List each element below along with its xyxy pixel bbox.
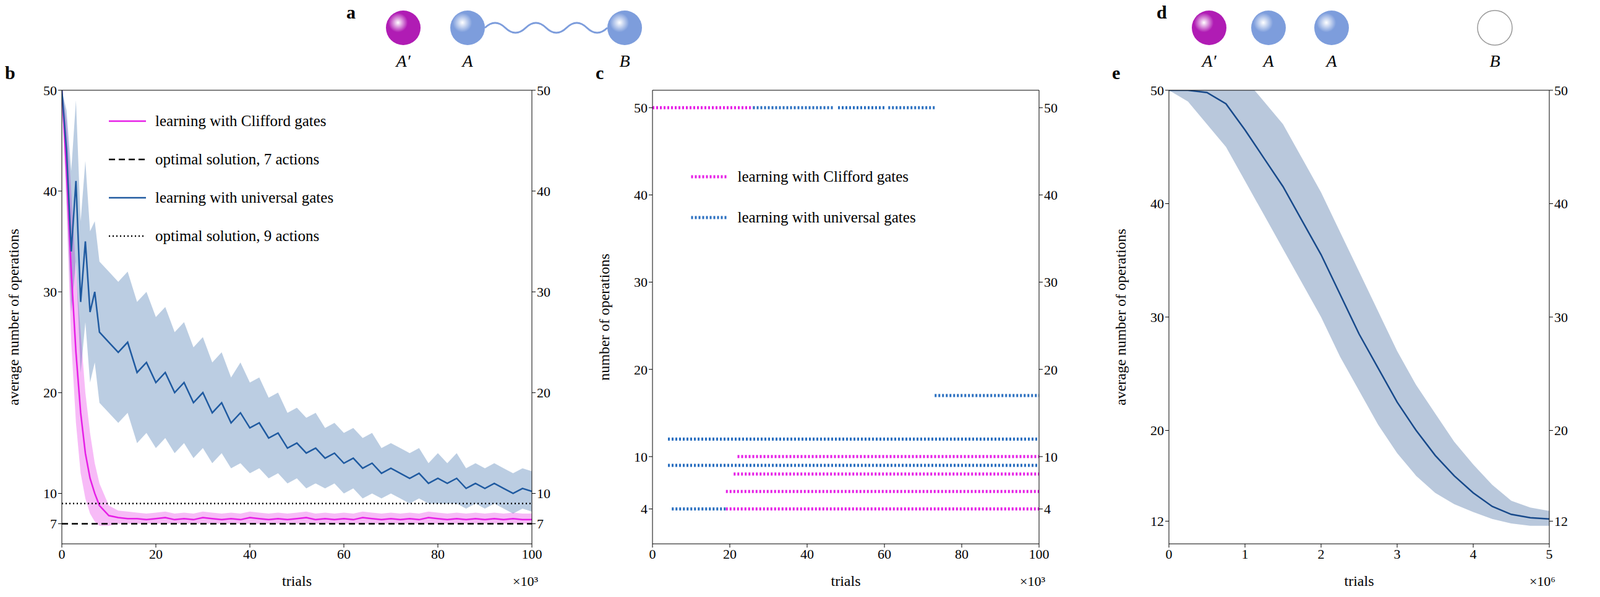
svg-text:learning with Clifford gates: learning with Clifford gates <box>737 168 910 185</box>
svg-text:×10⁶: ×10⁶ <box>1529 573 1556 590</box>
svg-text:a: a <box>346 1 356 23</box>
svg-text:3: 3 <box>1394 546 1401 563</box>
svg-text:learning with universal gates: learning with universal gates <box>155 189 334 206</box>
svg-text:50: 50 <box>1150 83 1164 99</box>
svg-text:learning with Clifford gates: learning with Clifford gates <box>155 112 327 130</box>
svg-text:B: B <box>619 51 630 71</box>
svg-text:30: 30 <box>43 284 57 300</box>
svg-text:×10³: ×10³ <box>512 573 539 590</box>
svg-text:12: 12 <box>1150 513 1164 530</box>
svg-text:80: 80 <box>431 546 445 563</box>
svg-text:12: 12 <box>1554 513 1568 530</box>
svg-text:number of operations: number of operations <box>596 253 613 381</box>
svg-text:10: 10 <box>536 486 551 502</box>
svg-text:2: 2 <box>1317 546 1325 563</box>
svg-text:20: 20 <box>1150 423 1164 439</box>
svg-text:average number of operations: average number of operations <box>5 228 22 406</box>
svg-text:trials: trials <box>282 573 312 590</box>
svg-text:100: 100 <box>1029 546 1050 563</box>
svg-text:40: 40 <box>800 546 814 563</box>
svg-text:c: c <box>595 62 604 83</box>
svg-text:×10³: ×10³ <box>1019 573 1046 590</box>
svg-text:e: e <box>1112 62 1121 83</box>
svg-text:trials: trials <box>1344 573 1375 590</box>
svg-text:10: 10 <box>1043 449 1058 466</box>
svg-text:d: d <box>1156 1 1168 23</box>
svg-text:1: 1 <box>1241 546 1249 563</box>
svg-text:7: 7 <box>50 516 57 532</box>
svg-text:40: 40 <box>1554 196 1568 212</box>
svg-text:A: A <box>460 51 474 71</box>
svg-text:20: 20 <box>1043 362 1058 378</box>
svg-text:learning with universal gates: learning with universal gates <box>737 209 916 226</box>
svg-text:20: 20 <box>149 546 163 563</box>
svg-text:10: 10 <box>633 449 648 466</box>
svg-text:4: 4 <box>640 501 648 518</box>
svg-text:50: 50 <box>43 83 57 99</box>
svg-text:30: 30 <box>536 284 551 300</box>
svg-text:10: 10 <box>43 486 57 502</box>
svg-text:30: 30 <box>1150 309 1164 326</box>
svg-text:0: 0 <box>1165 546 1173 563</box>
svg-text:A: A <box>1261 51 1275 71</box>
svg-text:4: 4 <box>1470 546 1477 563</box>
svg-text:20: 20 <box>633 362 648 378</box>
svg-text:40: 40 <box>43 183 57 200</box>
svg-text:40: 40 <box>1043 187 1058 203</box>
svg-text:20: 20 <box>1554 423 1568 439</box>
svg-text:5: 5 <box>1546 546 1553 563</box>
svg-text:60: 60 <box>877 546 892 563</box>
svg-text:optimal solution, 7 actions: optimal solution, 7 actions <box>155 150 320 168</box>
svg-text:trials: trials <box>831 573 861 590</box>
svg-text:7: 7 <box>536 516 544 532</box>
svg-text:0: 0 <box>58 546 66 563</box>
svg-text:A′: A′ <box>394 51 411 71</box>
svg-text:50: 50 <box>536 83 551 99</box>
svg-text:40: 40 <box>536 183 551 200</box>
svg-text:100: 100 <box>521 546 543 563</box>
svg-text:40: 40 <box>1150 196 1164 212</box>
svg-text:20: 20 <box>536 385 551 401</box>
svg-text:B: B <box>1489 51 1500 71</box>
svg-text:60: 60 <box>337 546 351 563</box>
svg-text:A: A <box>1324 51 1338 71</box>
svg-text:0: 0 <box>649 546 657 563</box>
svg-text:50: 50 <box>1043 100 1058 116</box>
svg-text:A′: A′ <box>1200 51 1217 71</box>
svg-text:4: 4 <box>1043 501 1051 518</box>
svg-text:30: 30 <box>1554 309 1568 326</box>
svg-text:20: 20 <box>43 385 57 401</box>
svg-text:20: 20 <box>722 546 737 563</box>
svg-text:30: 30 <box>633 274 648 291</box>
svg-text:80: 80 <box>954 546 969 563</box>
svg-text:average number of operations: average number of operations <box>1112 228 1129 406</box>
svg-text:50: 50 <box>1554 83 1568 99</box>
svg-text:b: b <box>4 62 16 83</box>
svg-text:optimal solution, 9 actions: optimal solution, 9 actions <box>155 227 320 245</box>
svg-text:30: 30 <box>1043 274 1058 291</box>
svg-text:40: 40 <box>633 187 648 203</box>
svg-text:40: 40 <box>243 546 257 563</box>
svg-text:50: 50 <box>633 100 648 116</box>
